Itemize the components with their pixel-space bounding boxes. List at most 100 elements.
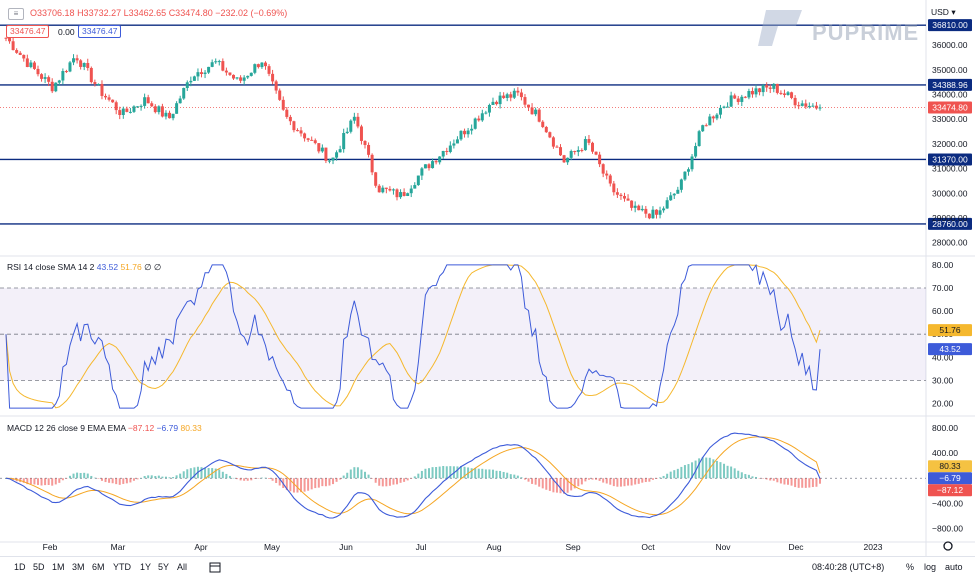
macd-histogram-bar <box>459 466 462 479</box>
macd-histogram-bar <box>456 466 459 479</box>
range-3m[interactable]: 3M <box>72 562 85 572</box>
macd-histogram-bar <box>648 478 651 482</box>
candle-body <box>605 173 609 176</box>
candle-body <box>150 103 154 107</box>
macd-line <box>5 432 821 519</box>
low-value: L33462.65 <box>123 8 167 18</box>
candle-body <box>118 110 122 116</box>
candle-body <box>263 62 267 67</box>
macd-histogram-bar <box>566 478 569 493</box>
settings-gear-icon[interactable] <box>943 541 953 551</box>
macd-histogram-bar <box>108 478 111 483</box>
candle-body <box>654 209 658 215</box>
macd-histogram-bar <box>609 478 612 485</box>
rsi-tick-label: 70.00 <box>932 283 954 293</box>
macd-histogram-bar <box>143 476 146 479</box>
macd-histogram-bar <box>634 478 637 485</box>
x-axis-label: Jun <box>339 542 353 552</box>
range-1y[interactable]: 1Y <box>140 562 152 572</box>
log-toggle[interactable]: log <box>924 562 937 572</box>
date-range-icon[interactable] <box>208 560 222 576</box>
percent-toggle[interactable]: % <box>906 562 915 572</box>
macd-histogram-bar <box>449 466 452 479</box>
candle-body <box>772 83 776 89</box>
macd-histogram-bar <box>324 478 327 487</box>
macd-histogram-bar <box>534 478 537 485</box>
range-ytd[interactable]: YTD <box>113 562 131 572</box>
currency-selector[interactable]: USD ▾ <box>931 7 956 17</box>
range-1m[interactable]: 1M <box>52 562 65 572</box>
candle-body <box>797 105 801 107</box>
candle-body <box>818 107 822 109</box>
chart-menu-icon[interactable]: ≡ <box>8 8 24 20</box>
macd-histogram-bar <box>474 467 477 479</box>
range-1d[interactable]: 1D <box>14 562 26 572</box>
macd-histogram-bar <box>136 478 139 480</box>
macd-signal-line <box>5 436 821 516</box>
candle-body <box>356 116 360 127</box>
range-5y[interactable]: 5Y <box>158 562 170 572</box>
candle-body <box>466 130 470 135</box>
candle-body <box>384 187 388 189</box>
macd-histogram-bar <box>68 475 71 479</box>
candle-body <box>455 139 459 144</box>
macd-histogram-bar <box>548 478 551 491</box>
candle-body <box>345 131 349 134</box>
macd-histogram-bar <box>410 478 413 479</box>
macd-histogram-bar <box>584 478 587 482</box>
macd-histogram-bar <box>172 477 175 479</box>
macd-tick-label: 400.00 <box>932 448 958 458</box>
candle-body <box>82 63 86 67</box>
candle-body <box>402 192 406 196</box>
bid-badge[interactable]: 33476.47 <box>6 25 50 38</box>
macd-histogram-bar <box>587 478 590 480</box>
rsi-pane: 80.0070.0060.0050.0040.0030.0020.0051.76… <box>0 260 972 409</box>
candle-body <box>125 108 129 112</box>
macd-histogram-bar <box>154 476 157 479</box>
macd-histogram-bar <box>168 477 171 479</box>
candle-body <box>626 198 630 201</box>
ask-badge[interactable]: 33476.47 <box>78 25 122 38</box>
candle-body <box>750 90 754 95</box>
range-5d[interactable]: 5D <box>33 562 45 572</box>
candle-body <box>239 77 243 81</box>
candle-body <box>111 99 115 103</box>
clock-time[interactable]: 08:40:28 (UTC+8) <box>812 562 885 572</box>
macd-histogram-bar <box>310 478 313 490</box>
candle-body <box>473 118 477 129</box>
grid-layer <box>0 0 975 557</box>
candle-body <box>295 130 299 132</box>
candle-body <box>278 90 282 100</box>
macd-histogram-bar <box>232 477 235 479</box>
candle-body <box>608 175 612 184</box>
range-all[interactable]: All <box>177 562 188 572</box>
macd-histogram-bar <box>499 470 502 479</box>
candle-body <box>203 72 207 75</box>
macd-histogram-bar <box>100 478 103 481</box>
x-axis-label: Sep <box>565 542 580 552</box>
candle-body <box>633 205 637 208</box>
range-6m[interactable]: 6M <box>92 562 105 572</box>
candle-body <box>335 152 339 158</box>
candle-body <box>768 87 772 89</box>
candle-body <box>647 213 651 219</box>
candle-body <box>128 111 132 113</box>
auto-toggle[interactable]: auto <box>945 562 963 572</box>
rsi-legend: RSI 14 close SMA 14 2 43.52 51.76 ∅ ∅ <box>7 262 161 273</box>
candle-body <box>669 195 673 201</box>
macd-histogram-bar <box>44 478 47 486</box>
candle-body <box>100 83 104 96</box>
macd-value-label: −6.79 <box>939 473 961 483</box>
candle-body <box>423 164 427 169</box>
macd-histogram-bar <box>346 472 349 479</box>
candle-body <box>701 125 705 132</box>
candle-body <box>686 169 690 172</box>
candle-body <box>470 128 474 131</box>
candle-body <box>644 208 648 214</box>
macd-histogram-bar <box>140 478 143 479</box>
candle-body <box>448 145 452 152</box>
candle-body <box>736 98 740 102</box>
candle-body <box>388 188 392 191</box>
macd-histogram-bar <box>296 478 299 493</box>
